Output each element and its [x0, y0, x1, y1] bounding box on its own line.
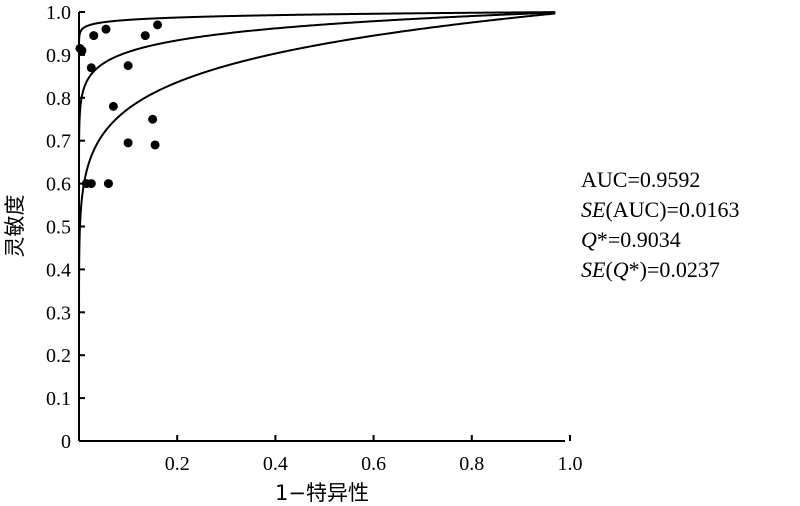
- y-tick-label: 0.4: [46, 259, 71, 281]
- axes: [78, 12, 565, 442]
- study-point: [108, 101, 118, 111]
- stats-block: AUC=0.9592 SE(AUC)=0.0163 Q*=0.9034 SE(Q…: [581, 167, 739, 282]
- y-tick-label: 0.2: [46, 345, 71, 367]
- q-star-value: Q*=0.9034: [581, 227, 681, 252]
- study-point: [153, 20, 163, 30]
- study-point: [86, 63, 96, 73]
- y-tick-label: 0.6: [46, 174, 71, 196]
- y-tick-label: 1.0: [46, 2, 71, 24]
- se-auc-value: SE(AUC)=0.0163: [581, 197, 739, 222]
- study-point: [103, 179, 113, 189]
- sroc-curve: [78, 11, 556, 441]
- y-tick-label: 0.7: [46, 131, 71, 153]
- y-axis-title: 灵敏度: [3, 195, 27, 258]
- study-point: [101, 24, 111, 34]
- y-tick-label: 0.9: [46, 45, 71, 67]
- x-axis-title: 1−特异性: [275, 481, 369, 505]
- study-point: [150, 140, 160, 150]
- study-point: [123, 138, 133, 148]
- x-tick-label: 1.0: [558, 453, 583, 475]
- study-point: [77, 46, 87, 56]
- study-point: [81, 179, 91, 189]
- x-tick-label: 0.4: [263, 453, 288, 475]
- study-point: [140, 31, 150, 41]
- study-point: [123, 61, 133, 71]
- x-tick-label: 0.2: [165, 453, 190, 475]
- study-point: [148, 114, 158, 124]
- x-tick-label: 0.8: [459, 453, 484, 475]
- study-point: [89, 31, 99, 41]
- study-points: [75, 20, 163, 189]
- sroc-curve: [78, 12, 556, 441]
- x-ticks: 0.2 0.4 0.6 0.8 1.0: [165, 435, 583, 475]
- sroc-curve: [78, 11, 556, 441]
- y-ticks: 0 0.1 0.2 0.3 0.4 0.5 0.6 0.7 0.8 0.9 1.0: [46, 2, 85, 453]
- y-tick-label: 0: [61, 431, 71, 453]
- auc-value: AUC=0.9592: [581, 167, 700, 192]
- sroc-curves: [78, 11, 556, 441]
- y-tick-label: 0.5: [46, 217, 71, 239]
- y-tick-label: 0.1: [46, 388, 71, 410]
- se-q-star-value: SE(Q*)=0.0237: [581, 257, 720, 282]
- y-tick-label: 0.8: [46, 88, 71, 110]
- y-tick-label: 0.3: [46, 302, 71, 324]
- x-tick-label: 0.6: [361, 453, 386, 475]
